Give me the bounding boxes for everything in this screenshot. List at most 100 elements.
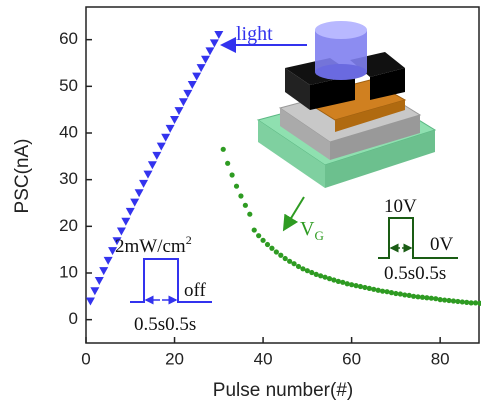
point [314,272,319,277]
point [393,291,398,296]
annotation: V [300,218,315,240]
point [130,199,139,207]
point [424,295,429,300]
point [371,287,376,292]
point [234,184,239,189]
point [170,116,179,124]
point [287,259,292,264]
point [121,218,130,226]
point [477,301,481,306]
point [143,171,152,179]
chart: 0102030405060020406080 light 2mW/cm2 off… [0,0,481,411]
point [380,289,385,294]
point [469,300,474,305]
point [340,280,345,285]
point [362,285,367,290]
point [433,296,438,301]
point [269,246,274,251]
point [152,152,161,160]
point [322,275,327,280]
annotation: 2mW/cm [115,236,186,257]
point [420,295,425,300]
point [166,125,175,133]
device-illustration [258,21,435,188]
y-tick-label: 20 [59,216,78,235]
point [318,273,323,278]
annotation: 0.5s0.5s [384,263,446,284]
y-tick-label: 0 [69,309,78,328]
point [214,31,223,39]
point [460,299,465,304]
annotation: G [314,228,323,243]
annotation: 0V [430,234,454,255]
point [205,47,214,55]
point [148,161,157,169]
point [247,212,252,217]
point [90,287,99,295]
point [192,73,201,81]
point [345,281,350,286]
point [126,208,135,216]
point [183,90,192,98]
point [221,147,226,152]
point [86,298,95,306]
x-tick-label: 80 [431,349,450,368]
point [291,261,296,266]
point [296,264,301,269]
point [95,277,104,285]
point [252,227,257,232]
point [336,279,341,284]
point [238,193,243,198]
point [99,267,108,275]
point [139,180,148,188]
y-tick-label: 30 [59,169,78,188]
point [446,298,451,303]
point [265,242,270,247]
point [229,172,234,177]
point [455,299,460,304]
x-tick-label: 0 [81,349,90,368]
point [389,290,394,295]
point [309,270,314,275]
point [358,284,363,289]
point [327,276,332,281]
point [473,300,478,305]
y-tick-label: 60 [59,29,78,48]
point [210,39,219,47]
x-tick-label: 60 [342,349,361,368]
annotation: VG [300,218,324,243]
y-tick-label: 50 [59,76,78,95]
point [243,203,248,208]
point [407,293,412,298]
point [411,294,416,299]
point [305,268,310,273]
point [367,286,372,291]
point [451,298,456,303]
y-tick-label: 40 [59,122,78,141]
point [349,282,354,287]
point [256,233,261,238]
point [278,253,283,258]
point [260,238,265,243]
point [174,107,183,115]
point [161,134,170,142]
x-tick-label: 40 [254,349,273,368]
point [415,294,420,299]
point [197,64,206,72]
annotation: 2mW/cm2 [115,233,192,257]
point [353,283,358,288]
point [274,249,279,254]
point [117,228,126,236]
point [331,277,336,282]
point [225,161,230,166]
point [398,291,403,296]
annotation: 10V [384,196,417,217]
y-tick-label: 10 [59,262,78,281]
point [464,300,469,305]
x-axis-title: Pulse number(#) [213,380,353,401]
point [201,56,210,64]
annotation: light [236,23,273,45]
point [384,289,389,294]
point [300,266,305,271]
